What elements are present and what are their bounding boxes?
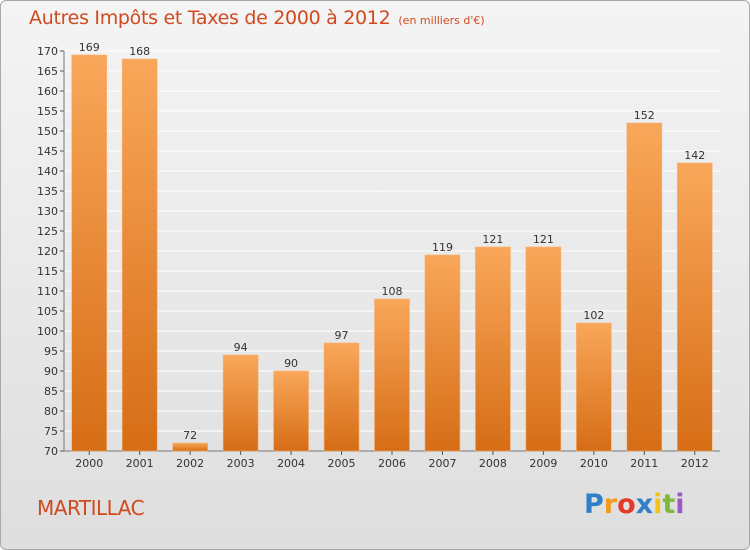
data-label: 169	[79, 41, 100, 54]
logo-letter: t	[662, 489, 676, 520]
bars	[71, 54, 713, 452]
x-tick-label: 2012	[681, 457, 709, 470]
data-label: 142	[684, 149, 705, 162]
data-label: 94	[234, 341, 248, 354]
data-label: 152	[634, 109, 655, 122]
y-tick-label: 140	[37, 165, 58, 178]
bar	[222, 354, 259, 452]
x-tick-label: 2010	[580, 457, 608, 470]
y-tick-label: 110	[37, 285, 58, 298]
x-tick-label: 2000	[75, 457, 103, 470]
bar	[323, 342, 360, 452]
x-tick-label: 2007	[428, 457, 456, 470]
y-tick-label: 85	[44, 385, 58, 398]
bar	[424, 254, 461, 452]
data-label: 121	[533, 233, 554, 246]
x-tick-label: 2001	[126, 457, 154, 470]
data-label: 108	[382, 285, 403, 298]
x-tick-label: 2003	[227, 457, 255, 470]
logo-letter: o	[617, 489, 636, 520]
data-label: 168	[129, 45, 150, 58]
bar	[676, 162, 713, 452]
logo-letter: i	[675, 489, 685, 520]
bar	[525, 246, 562, 452]
chart-subtitle: (en milliers d'€)	[398, 14, 485, 27]
y-tick-label: 160	[37, 85, 58, 98]
x-tick-label: 2004	[277, 457, 305, 470]
bar	[374, 298, 410, 452]
x-tick-label: 2002	[176, 457, 204, 470]
y-tick-label: 90	[44, 365, 58, 378]
x-tick-label: 2011	[630, 457, 658, 470]
bar	[273, 370, 309, 452]
data-labels: 169 168 72 94 90 97 108 119 121 121 102 152 142	[79, 41, 706, 442]
y-tick-label: 80	[44, 405, 58, 418]
bar	[71, 54, 108, 452]
y-tick-label: 75	[44, 425, 58, 438]
commune-name: MARTILLAC	[37, 496, 145, 520]
y-tick-label: 120	[37, 245, 58, 258]
y-tick-label: 165	[37, 65, 58, 78]
y-tick-label: 130	[37, 205, 58, 218]
data-label: 121	[482, 233, 503, 246]
y-tick-label: 105	[37, 305, 58, 318]
y-tick-label: 125	[37, 225, 58, 238]
logo-letter: i	[653, 489, 663, 520]
logo-letter: x	[635, 489, 654, 520]
chart-title-block: Autres Impôts et Taxes de 2000 à 2012 (en…	[29, 7, 485, 29]
y-tick-label: 135	[37, 185, 58, 198]
x-tick-label: 2006	[378, 457, 406, 470]
proxiti-logo: Proxiti	[584, 489, 685, 520]
chart-title: Autres Impôts et Taxes de 2000 à 2012	[29, 7, 391, 29]
data-label: 90	[284, 357, 298, 370]
bar	[121, 58, 158, 452]
y-tick-label: 95	[44, 345, 58, 358]
bar	[172, 442, 208, 452]
y-tick-label: 115	[37, 265, 58, 278]
bar	[576, 322, 612, 452]
data-label: 97	[335, 329, 349, 342]
bar	[475, 246, 511, 452]
x-tick-label: 2009	[529, 457, 557, 470]
x-tick-label: 2005	[328, 457, 356, 470]
logo-letter: r	[603, 489, 618, 520]
y-tick-label: 170	[37, 45, 58, 58]
y-tick-label: 100	[37, 325, 58, 338]
x-tick-label: 2008	[479, 457, 507, 470]
y-tick-label: 145	[37, 145, 58, 158]
bar	[626, 122, 663, 452]
logo-letter: P	[584, 489, 604, 520]
y-tick-label: 155	[37, 105, 58, 118]
data-label: 102	[583, 309, 604, 322]
y-tick-label: 150	[37, 125, 58, 138]
data-label: 119	[432, 241, 453, 254]
x-axis-ticks: 2000 2001 2002 2003 2004 2005 2006 2007 2008 2009…	[75, 451, 709, 470]
data-label: 72	[183, 429, 197, 442]
y-tick-label: 70	[44, 445, 58, 458]
